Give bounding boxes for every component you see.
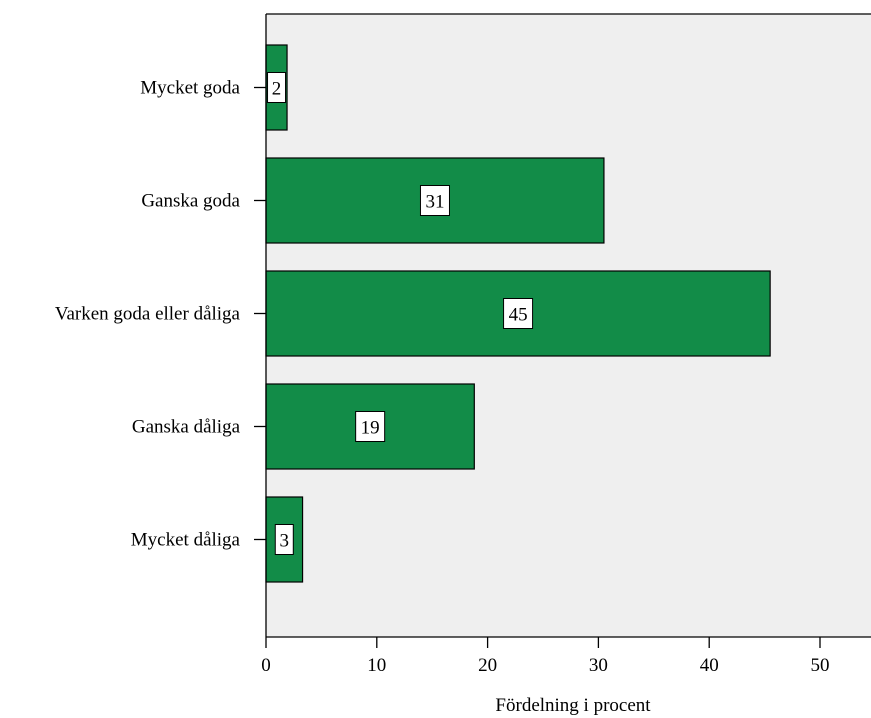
bar [265,157,605,244]
category-label: Mycket goda [140,78,240,99]
data-labels: 2 31 45 19 3 [267,72,534,555]
bars [265,44,771,583]
x-tick-label: 10 [367,655,386,676]
category-label: Ganska dåliga [132,417,241,438]
x-tick-label: 20 [478,655,497,676]
data-label: 3 [280,531,290,552]
category-label: Varken goda eller dåliga [55,304,241,325]
data-label-box [355,411,386,442]
data-label: 19 [361,418,380,439]
x-tick-label: 30 [589,655,608,676]
x-tick-label: 0 [261,655,271,676]
category-label: Ganska goda [141,191,240,212]
x-tick-label: 50 [811,655,830,676]
data-label: 31 [425,192,444,213]
data-label: 2 [272,79,282,100]
data-label-box [274,524,294,555]
category-label: Mycket dåliga [131,530,241,551]
data-label-box [419,185,450,216]
data-label: 45 [509,305,528,326]
axes: Mycket goda Ganska goda Varken goda eller … [55,13,871,676]
data-label-box [267,72,287,103]
data-label-box [503,298,534,329]
x-tick-label: 40 [700,655,719,676]
x-axis-title: Fördelning i procent [495,695,651,716]
